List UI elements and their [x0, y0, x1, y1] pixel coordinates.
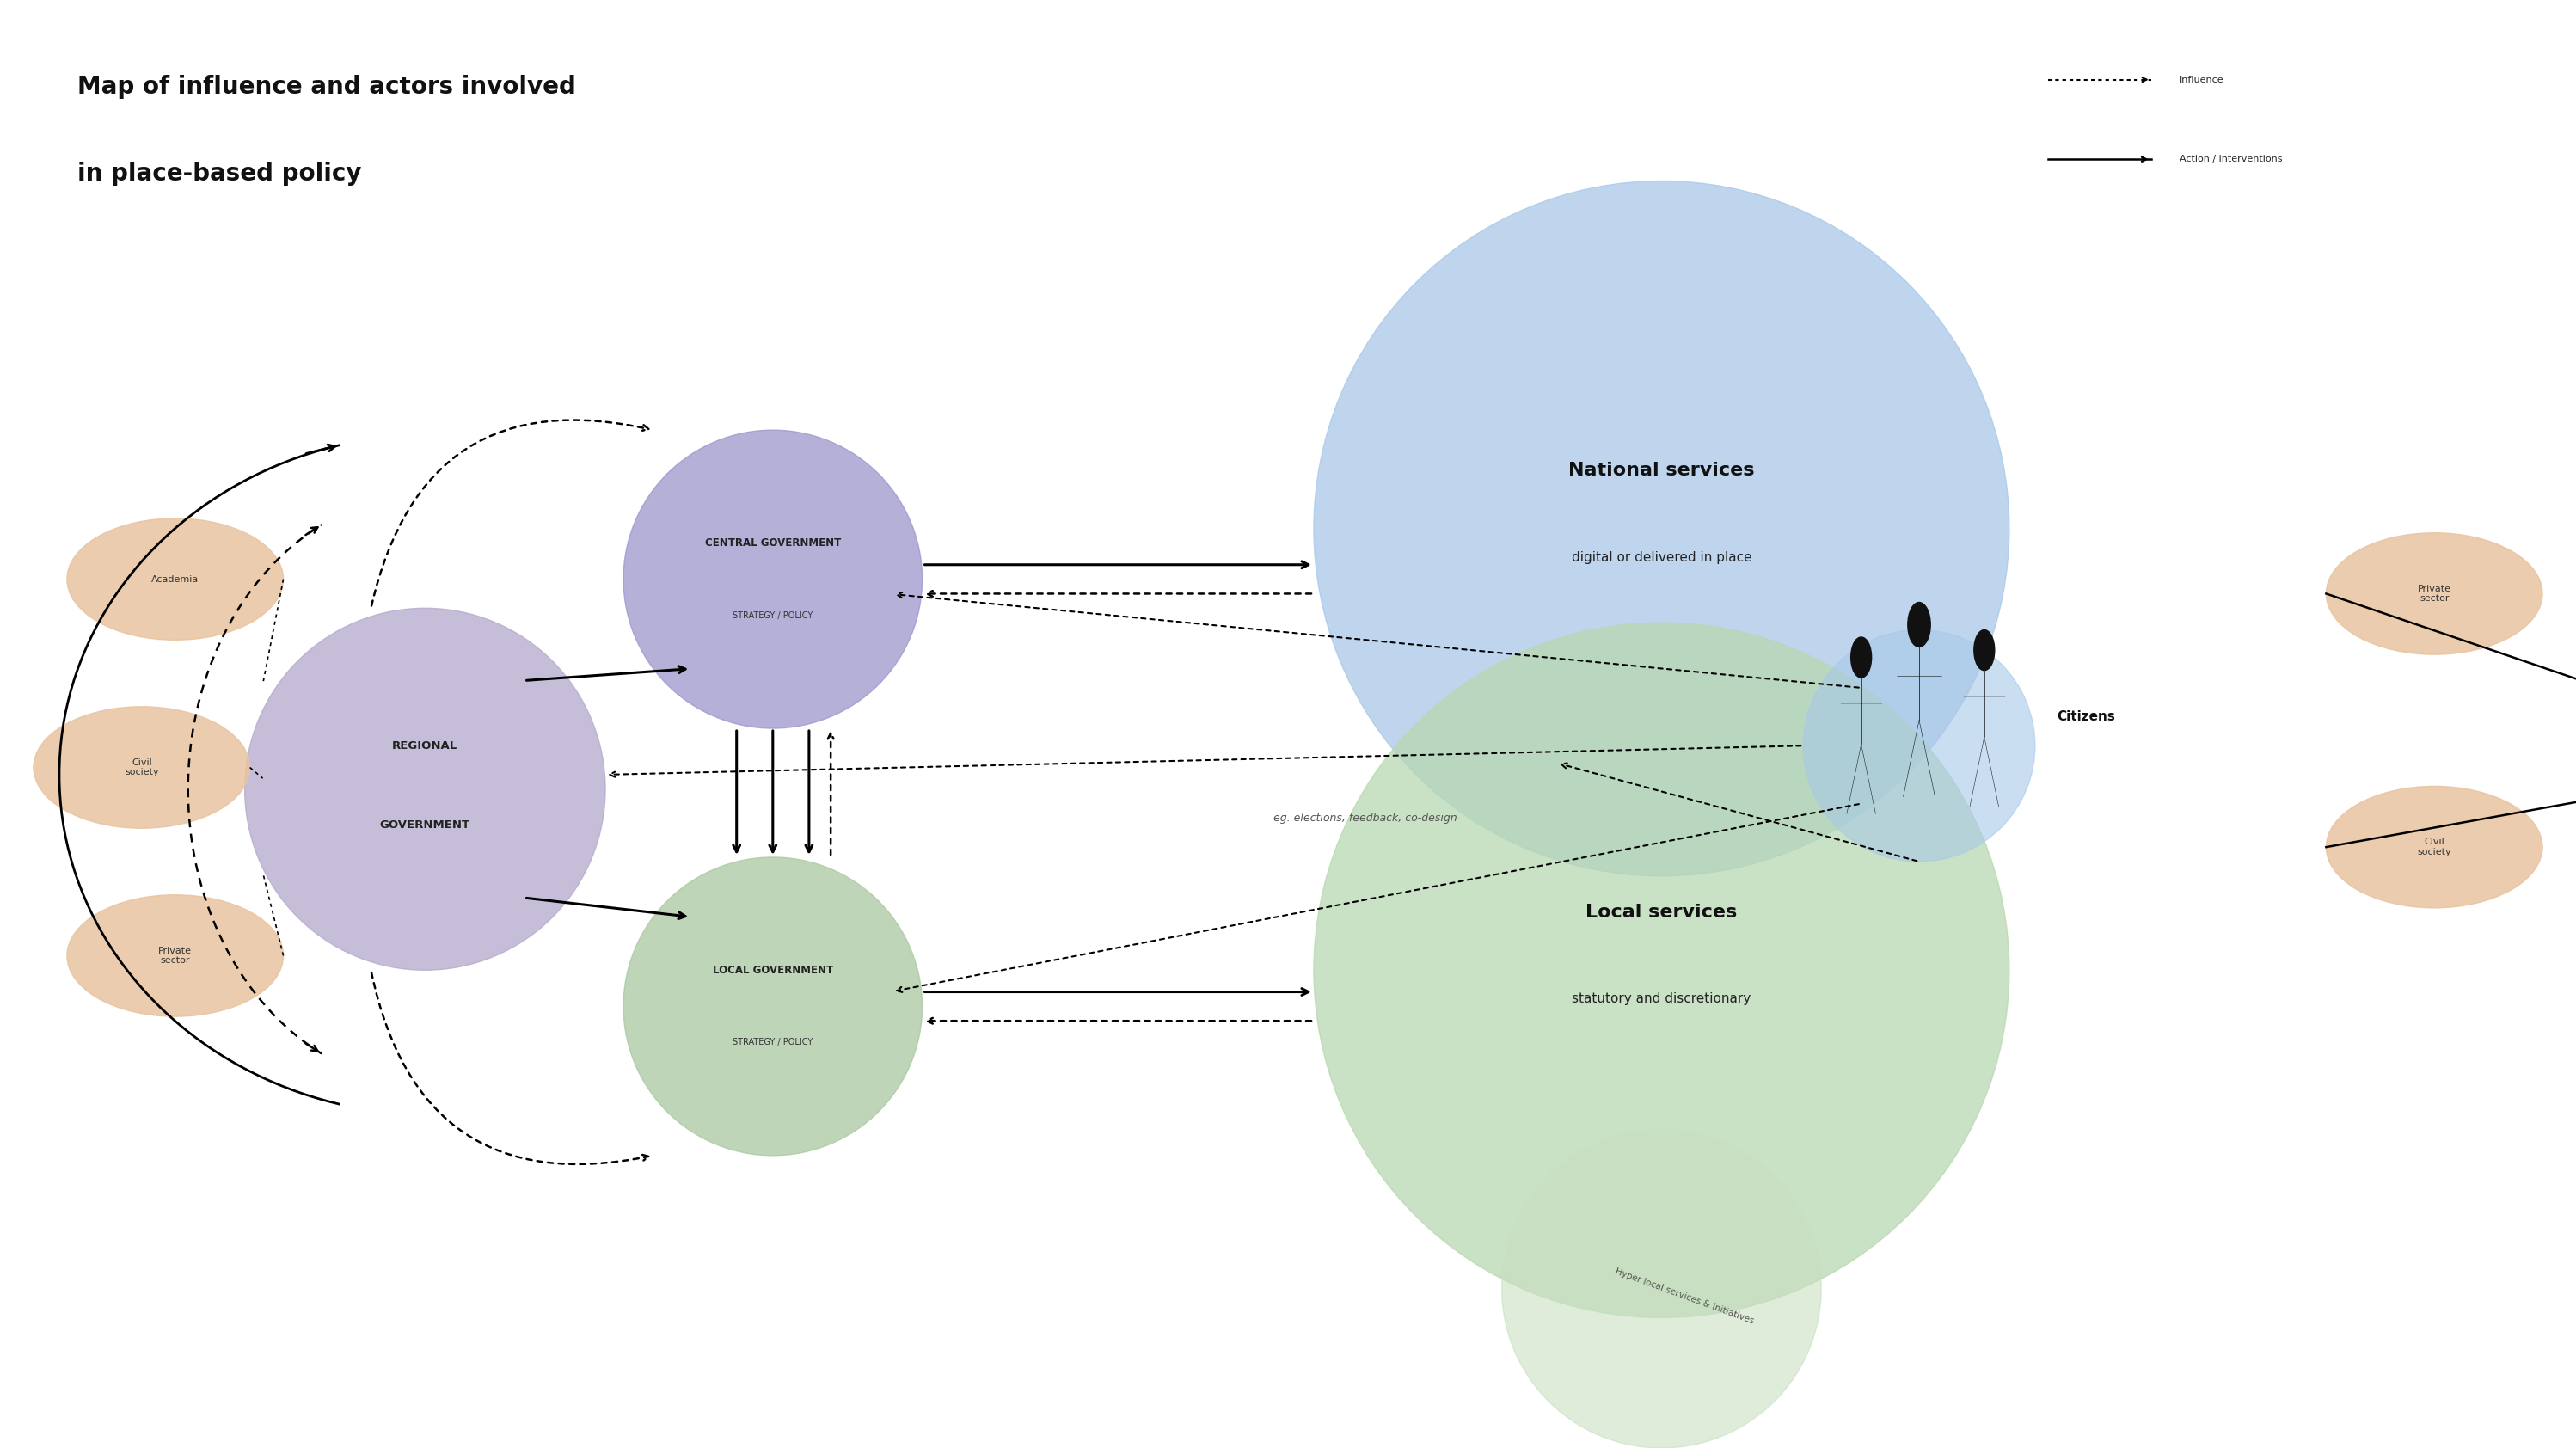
FancyArrowPatch shape: [806, 731, 811, 851]
Text: Local services: Local services: [1587, 904, 1736, 921]
Ellipse shape: [1803, 630, 2035, 862]
Ellipse shape: [33, 707, 250, 828]
FancyArrowPatch shape: [526, 898, 685, 919]
Text: STRATEGY / POLICY: STRATEGY / POLICY: [732, 1038, 814, 1047]
FancyArrowPatch shape: [925, 989, 1309, 995]
FancyArrowPatch shape: [927, 1018, 1311, 1024]
Text: Academia: Academia: [152, 575, 198, 584]
Text: Private
sector: Private sector: [157, 947, 193, 964]
Text: statutory and discretionary: statutory and discretionary: [1571, 993, 1752, 1005]
Text: Civil
society: Civil society: [2416, 838, 2452, 856]
Text: digital or delivered in place: digital or delivered in place: [1571, 552, 1752, 563]
Text: CENTRAL GOVERNMENT: CENTRAL GOVERNMENT: [706, 537, 840, 549]
Ellipse shape: [2326, 786, 2543, 908]
Text: Hyper local services & initiatives: Hyper local services & initiatives: [1615, 1267, 1754, 1325]
Text: National services: National services: [1569, 462, 1754, 479]
Text: Map of influence and actors involved: Map of influence and actors involved: [77, 75, 577, 98]
Text: LOCAL GOVERNMENT: LOCAL GOVERNMENT: [714, 964, 832, 976]
Ellipse shape: [1852, 637, 1873, 678]
Ellipse shape: [67, 518, 283, 640]
FancyArrowPatch shape: [770, 731, 775, 851]
FancyArrowPatch shape: [925, 562, 1309, 568]
FancyArrowPatch shape: [1561, 763, 1917, 862]
FancyArrowPatch shape: [371, 973, 649, 1164]
Text: GOVERNMENT: GOVERNMENT: [379, 820, 471, 831]
Text: Action / interventions: Action / interventions: [2179, 155, 2282, 164]
Text: STRATEGY / POLICY: STRATEGY / POLICY: [732, 611, 814, 620]
FancyArrowPatch shape: [734, 731, 739, 851]
Ellipse shape: [67, 895, 283, 1016]
Text: Citizens: Citizens: [2056, 711, 2115, 723]
Ellipse shape: [1314, 623, 2009, 1318]
Text: Civil
society: Civil society: [124, 759, 160, 776]
Ellipse shape: [1314, 181, 2009, 876]
Text: REGIONAL: REGIONAL: [392, 740, 459, 752]
FancyArrowPatch shape: [896, 592, 1860, 688]
Ellipse shape: [1909, 602, 1929, 647]
Ellipse shape: [1502, 1129, 1821, 1448]
Ellipse shape: [1973, 630, 1994, 670]
Ellipse shape: [623, 857, 922, 1156]
Text: in place-based policy: in place-based policy: [77, 162, 361, 185]
Ellipse shape: [245, 608, 605, 970]
Text: Private
sector: Private sector: [2416, 585, 2452, 602]
Text: Influence: Influence: [2179, 75, 2223, 84]
FancyArrowPatch shape: [896, 804, 1860, 992]
Ellipse shape: [2326, 533, 2543, 654]
Ellipse shape: [623, 430, 922, 728]
FancyArrowPatch shape: [927, 591, 1311, 597]
Text: eg. elections, feedback, co-design: eg. elections, feedback, co-design: [1273, 812, 1458, 824]
FancyArrowPatch shape: [371, 420, 649, 605]
FancyArrowPatch shape: [611, 746, 1801, 778]
FancyArrowPatch shape: [827, 733, 835, 854]
FancyArrowPatch shape: [526, 666, 685, 681]
